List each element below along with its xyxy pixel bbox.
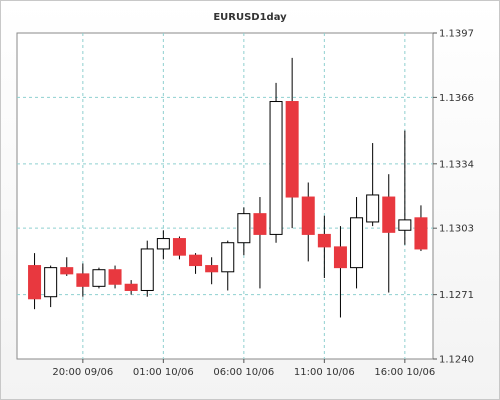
candle bbox=[333, 226, 347, 318]
candle bbox=[285, 57, 299, 229]
y-tick-label: 1.1334 bbox=[439, 159, 474, 170]
x-tick-label: 16:00 10/06 bbox=[374, 367, 435, 378]
candle bbox=[253, 197, 267, 289]
candle-body-down bbox=[108, 269, 122, 285]
y-tick-label: 1.1366 bbox=[439, 93, 474, 104]
candle-body-up bbox=[156, 238, 170, 250]
x-tick-label: 20:00 09/06 bbox=[52, 367, 113, 378]
candle-body-down bbox=[172, 238, 186, 256]
candle bbox=[189, 253, 203, 274]
candle-body-down bbox=[317, 233, 331, 248]
candle bbox=[301, 182, 315, 262]
candle-body-up bbox=[269, 101, 283, 235]
candle bbox=[398, 130, 412, 245]
candle bbox=[28, 253, 42, 310]
candle bbox=[366, 143, 380, 227]
y-axis: 1.1240 1.1271 1.1303 1.1334 1.1366 1.1397 bbox=[433, 29, 474, 366]
x-tick-label: 06:00 10/06 bbox=[213, 367, 274, 378]
x-tick-label: 01:00 10/06 bbox=[133, 367, 194, 378]
candle-body-down bbox=[28, 265, 42, 300]
candle bbox=[92, 267, 106, 289]
candle-body-up bbox=[44, 267, 58, 298]
candle bbox=[172, 236, 186, 260]
candle-body-down bbox=[382, 196, 396, 233]
candles bbox=[28, 57, 428, 318]
candle-body-up bbox=[221, 242, 235, 273]
y-tick-label: 1.1271 bbox=[439, 290, 474, 301]
y-tick-label: 1.1397 bbox=[439, 29, 474, 40]
candle-body-up bbox=[92, 269, 106, 287]
candle bbox=[156, 230, 170, 260]
candle-body-down bbox=[205, 265, 219, 273]
x-tick-label: 11:00 10/06 bbox=[294, 367, 355, 378]
plot-area bbox=[16, 32, 434, 360]
candle-body-down bbox=[285, 101, 299, 198]
candle bbox=[108, 265, 122, 289]
candle-body-down bbox=[76, 273, 90, 287]
candle bbox=[60, 257, 74, 276]
candle bbox=[269, 82, 283, 243]
candle bbox=[140, 240, 154, 297]
y-tick-label: 1.1240 bbox=[439, 355, 474, 366]
candle bbox=[205, 257, 219, 285]
candle bbox=[44, 265, 58, 308]
candle-body-down bbox=[253, 213, 267, 235]
candle bbox=[382, 174, 396, 293]
candle bbox=[237, 207, 251, 256]
candle-body-up bbox=[398, 219, 412, 231]
candle-body-down bbox=[301, 196, 315, 235]
y-tick-label: 1.1303 bbox=[439, 224, 474, 235]
x-axis: 20:00 09/06 01:00 10/06 06:00 10/06 11:00 1… bbox=[52, 359, 435, 378]
candle-body-down bbox=[189, 254, 203, 267]
candle bbox=[221, 240, 235, 291]
candle-body-up bbox=[140, 248, 154, 291]
candle bbox=[76, 263, 90, 297]
candle-body-down bbox=[124, 283, 138, 291]
candle-body-up bbox=[237, 213, 251, 244]
chart-title: EURUSD1day bbox=[213, 12, 287, 23]
candle-body-down bbox=[333, 246, 347, 269]
candle-body-down bbox=[60, 267, 74, 275]
candle bbox=[124, 280, 138, 295]
candle bbox=[317, 215, 331, 279]
candle bbox=[350, 197, 364, 289]
candle-body-down bbox=[414, 217, 428, 250]
candle bbox=[414, 205, 428, 252]
candle-body-up bbox=[366, 194, 380, 223]
candle-body-up bbox=[350, 217, 364, 269]
